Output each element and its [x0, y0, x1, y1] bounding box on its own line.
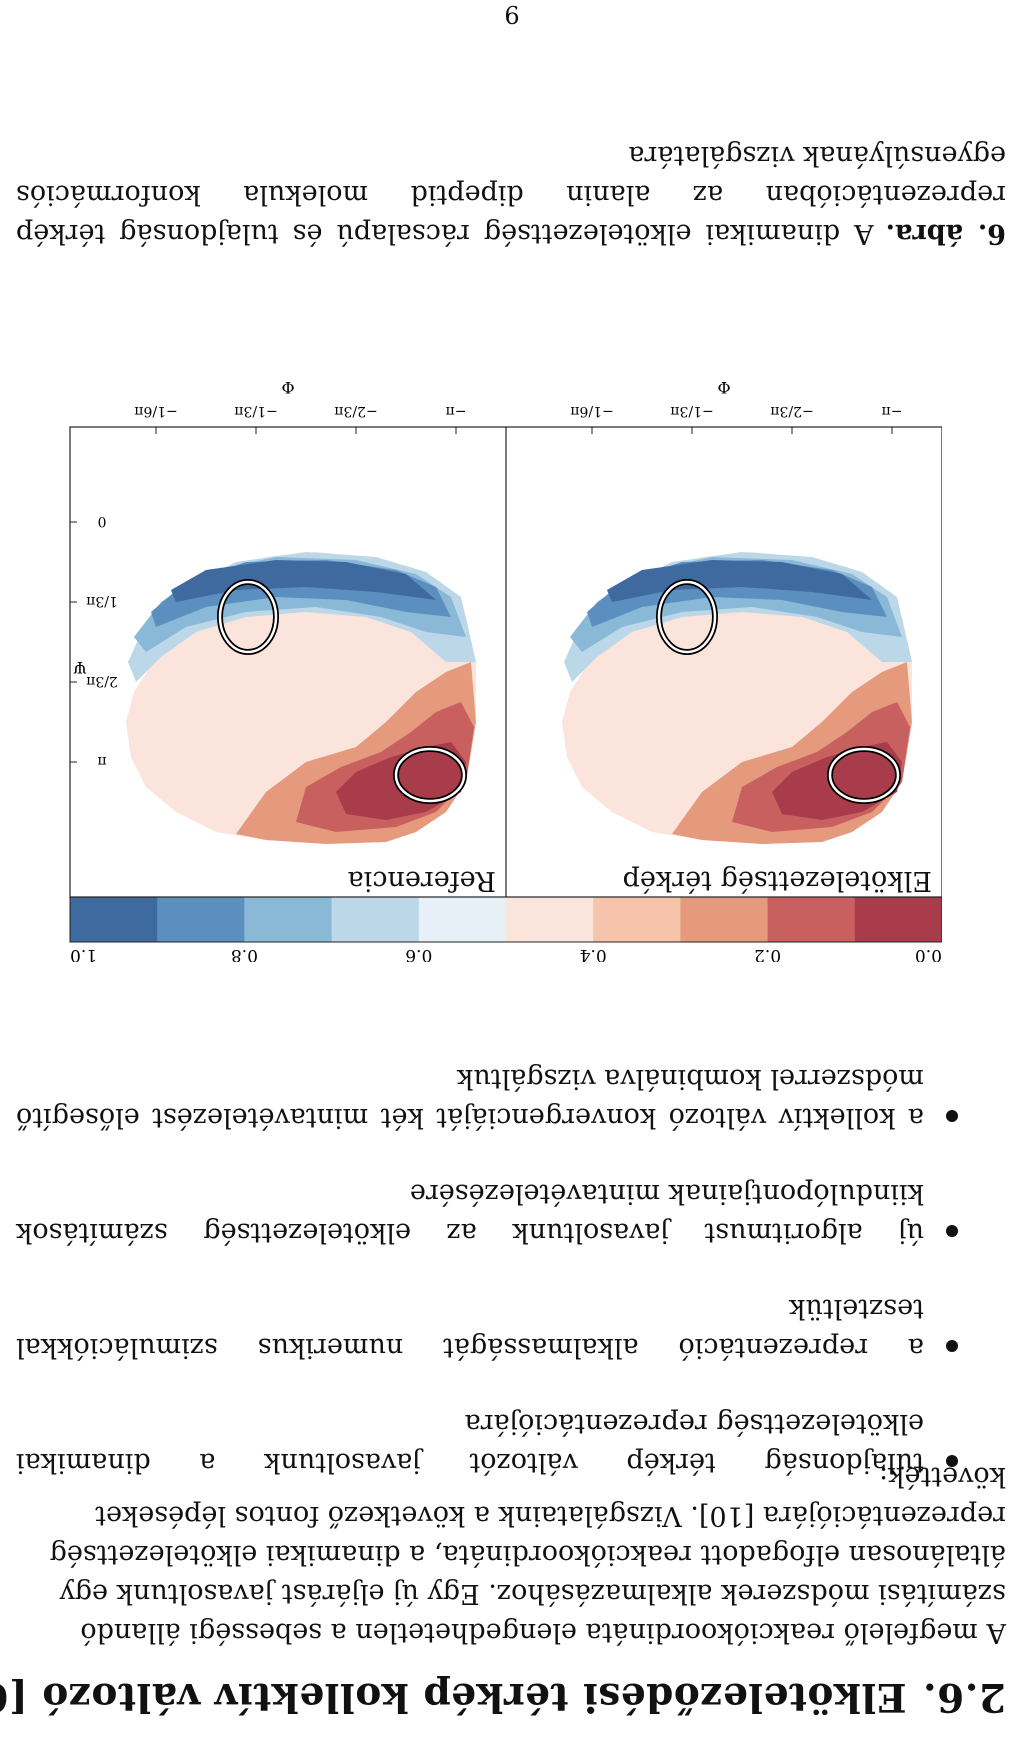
- bullet-list: tulajdonság térkép változót javasoltunk …: [16, 1022, 1006, 1482]
- colorbar-swatch: [592, 897, 681, 942]
- intro-paragraph: A megfelelő reakciókoordináta elengedhet…: [16, 1457, 1006, 1652]
- bullet-item: a reprezentáció alkalmasságát numerikus …: [16, 1289, 1006, 1367]
- bullet-text: tulajdonság térkép változót javasoltunk …: [16, 1408, 924, 1478]
- figure-caption: 6. ábra.A dinamikai elkötelezettség rács…: [16, 136, 1006, 253]
- colorbar-tick-label: 0.4: [580, 945, 607, 962]
- x-axis-label: Φ: [717, 378, 730, 397]
- bullet-text: a kollektív változó konvergenciáját két …: [16, 1063, 924, 1133]
- section-title: Elköteleződési térkép kollektív változó …: [0, 1674, 907, 1720]
- colorbar-tick-label: 0.8: [231, 945, 258, 962]
- x-tick-label: −1/6π: [570, 403, 613, 419]
- panel-elkotelezettseg-terkep: Elkötelezettség térkép: [506, 427, 942, 897]
- x-tick-label: −2/3π: [770, 403, 813, 419]
- bullet-icon: [946, 1225, 958, 1237]
- colorbar-swatch: [243, 897, 332, 942]
- y-tick-label: 2/3π: [86, 673, 118, 689]
- colorbar-ticks: 0.0 0.2 0.4 0.6 0.8 1.0: [70, 945, 942, 962]
- colorbar-tick-label: 0.6: [405, 945, 432, 962]
- bullet-item: a kollektív változó konvergenciáját két …: [16, 1059, 1006, 1137]
- colorbar-tick-label: 0.0: [915, 945, 942, 962]
- bullet-text: a reprezentáció alkalmasságát numerikus …: [16, 1293, 924, 1363]
- panel-referencia: Referencia: [70, 427, 506, 897]
- y-tick-label: 0: [98, 513, 107, 529]
- axes: −π −2/3π −1/3π −1/6π −π −2/3π −1/3π −1/6π 0 1/3π 2…: [70, 403, 902, 769]
- panel-label: Elkötelezettség térkép: [623, 865, 932, 896]
- caption-label: 6. ábra.: [885, 218, 1006, 249]
- page-number: 9: [504, 0, 520, 28]
- y-axis-label: Ψ: [73, 658, 87, 677]
- colorbar-swatch: [854, 897, 942, 942]
- x-tick-label: −π: [882, 403, 903, 419]
- caption-text: A dinamikai elkötelezettség rácsalapú és…: [16, 140, 1006, 249]
- section-number: 2.6.: [922, 1674, 1006, 1720]
- colorbar-swatch: [69, 897, 158, 942]
- intro-line: reprezentációjára [10]. Vizsgálataink a …: [95, 1500, 1006, 1531]
- x-tick-label: −π: [446, 403, 467, 419]
- bullet-text: új algoritmust javasoltunk az elköteleze…: [16, 1178, 924, 1248]
- colorbar-swatch: [505, 897, 594, 942]
- x-tick-label: −1/3π: [670, 403, 713, 419]
- panel-label: Referencia: [348, 865, 496, 896]
- y-tick-label: π: [97, 753, 106, 769]
- colorbar-swatch: [679, 897, 768, 942]
- colorbar: 0.0 0.2 0.4 0.6 0.8 1.0: [69, 896, 942, 962]
- colorbar-tick-label: 0.2: [754, 945, 781, 962]
- colorbar-swatch: [418, 897, 506, 942]
- colorbar-swatch: [331, 897, 419, 942]
- bullet-item: tulajdonság térkép változót javasoltunk …: [16, 1404, 1006, 1482]
- bullet-icon: [946, 1455, 958, 1467]
- intro-line: számítási módszerek alkalmazásához. Egy …: [59, 1578, 1006, 1609]
- y-tick-label: 1/3π: [86, 593, 118, 609]
- x-tick-label: −1/3π: [234, 403, 277, 419]
- intro-line: A megfelelő reakciókoordináta elengedhet…: [80, 1617, 1006, 1648]
- bullet-icon: [946, 1110, 958, 1122]
- colorbar-tick-label: 1.0: [70, 945, 97, 962]
- colorbar-swatch: [156, 897, 245, 942]
- colorbar-swatch: [767, 897, 855, 942]
- bullet-item: új algoritmust javasoltunk az elköteleze…: [16, 1174, 1006, 1252]
- x-tick-label: −1/6π: [134, 403, 177, 419]
- x-axis-label: Φ: [281, 378, 294, 397]
- figure: 0.0 0.2 0.4 0.6 0.8 1.0 Elkötelezettség térké…: [69, 378, 942, 962]
- bullet-icon: [946, 1340, 958, 1352]
- intro-line: általánosan elfogadott reakciókoordináta…: [49, 1539, 1006, 1570]
- section-heading: 2.6. Elköteleződési térkép kollektív vált…: [0, 1674, 1006, 1720]
- x-tick-label: −2/3π: [334, 403, 377, 419]
